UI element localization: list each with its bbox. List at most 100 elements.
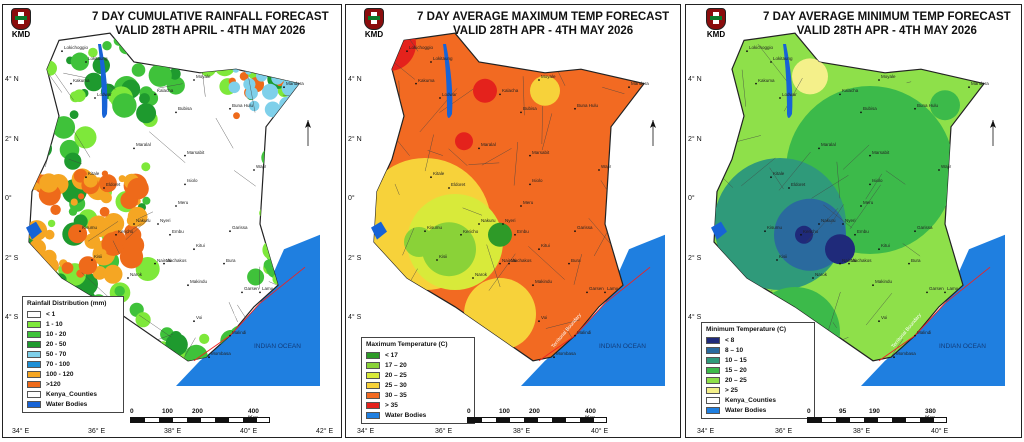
legend-label: 10 – 15 [725,356,747,364]
forecast-zone [249,100,260,112]
town-label: Narok [815,272,828,277]
scale-label: 100 [499,408,510,415]
town-label: Machakos [511,257,532,263]
town-label: Isiolo [532,178,543,184]
forecast-zone [69,110,79,119]
town-marker [208,356,210,359]
title-line-2: VALID 28TH APR - 4TH MAY 2026 [796,25,977,37]
legend-label: >120 [46,380,61,388]
legend-swatch [27,320,41,328]
town-label: Voi [541,315,548,321]
latitude-tick-label: 2° S [5,254,19,262]
latitude-tick-label: 2° N [5,135,19,143]
legend-swatch [366,371,380,379]
town-label: Buna Hulu [232,102,254,108]
town-label: Nakuru [136,218,151,223]
town-label: Makindu [535,279,553,285]
min-temp-map-canvas [711,32,1005,386]
legend-label: 10 - 20 [46,330,67,338]
territorial-boundary [878,266,991,362]
logo-text: KMD [364,30,384,39]
legend-label: 25 – 30 [385,381,407,389]
legend-item-25-30: 25 – 30 [366,380,470,390]
town-label: Wajir [941,164,952,169]
forecast-zone [99,206,110,217]
town-marker [529,183,531,186]
min-temp-map-panel: KMD 7 DAY AVERAGE MINIMUM TEMP FORECAST … [685,4,1022,438]
town-marker [115,233,117,236]
forecast-zone [112,93,137,118]
legend-item-35: > 35 [366,400,470,410]
legend-swatch [366,411,380,419]
town-marker [460,233,462,236]
town-marker [755,82,757,85]
forecast-zone [39,173,59,193]
town-marker [61,50,63,53]
town-label: Embu [517,228,529,234]
longitude-tick-label: 40° E [591,428,609,435]
forecast-zone [100,192,112,204]
max-temp-map-canvas [371,32,665,386]
town-marker [574,334,576,337]
map-frame [2,4,342,438]
legend-swatch [706,406,720,414]
town-label: Garissa [917,225,933,231]
forecast-zone [142,196,151,205]
forecast-zone [47,219,56,228]
scale-label: 190 [869,408,880,415]
town-label: Meru [178,200,189,205]
ocean-label: INDIAN OCEAN [254,342,301,350]
forecast-zone [148,63,172,87]
town-marker [85,176,87,179]
legend-swatch [706,336,720,344]
town-label: Lokitaung [433,56,453,61]
town-marker [574,230,576,233]
legend-swatch [27,330,41,338]
town-marker [872,284,874,287]
town-marker [878,320,880,323]
kmd-logo: KMD [8,8,34,39]
scale-label: 0 [130,408,134,415]
town-marker [968,86,970,89]
town-marker [800,233,802,236]
town-marker [842,223,844,225]
legend-item-water-bodies: Water Bodies [366,410,470,420]
north-arrow-icon [305,120,311,146]
rainfall-map-canvas [26,32,320,386]
forecast-zone [101,170,108,177]
town-marker [70,82,72,85]
legend-item-20-25: 20 – 25 [366,370,470,380]
forecast-zone [50,204,61,215]
latitude-tick-label: 4° S [5,314,19,321]
forecast-zone [422,222,476,277]
town-marker [154,262,156,265]
town-label: Garsen [589,286,604,292]
latitude-tick-label: 4° N [688,76,702,84]
indian-ocean [861,234,1005,386]
legend-swatch [27,370,41,378]
town-marker [878,248,880,251]
town-label: Machakos [851,257,872,263]
forecast-zone [264,85,277,98]
scale-label: 0 [807,408,811,415]
town-label: Garsen [929,286,944,292]
legend-label: 70 - 100 [46,360,70,368]
town-label: Nairobi [157,257,172,263]
town-marker [406,50,408,53]
town-label: Buna Hulu [577,102,599,108]
town-label: Lokitaung [773,56,793,61]
forecast-zone [825,234,855,265]
town-marker [283,86,285,89]
kenya-coat-of-arms-icon [364,8,384,30]
town-marker [514,233,516,236]
legend-item-120: >120 [27,379,119,389]
town-marker [914,107,916,110]
forecast-zone [228,81,241,94]
map-title: 7 DAY AVERAGE MAXIMUM TEMP FORECAST VALI… [417,10,669,38]
lake-turkana [443,44,453,118]
legend-label: > 25 [725,386,738,394]
kmd-logo: KMD [361,8,387,39]
town-marker [926,291,928,294]
